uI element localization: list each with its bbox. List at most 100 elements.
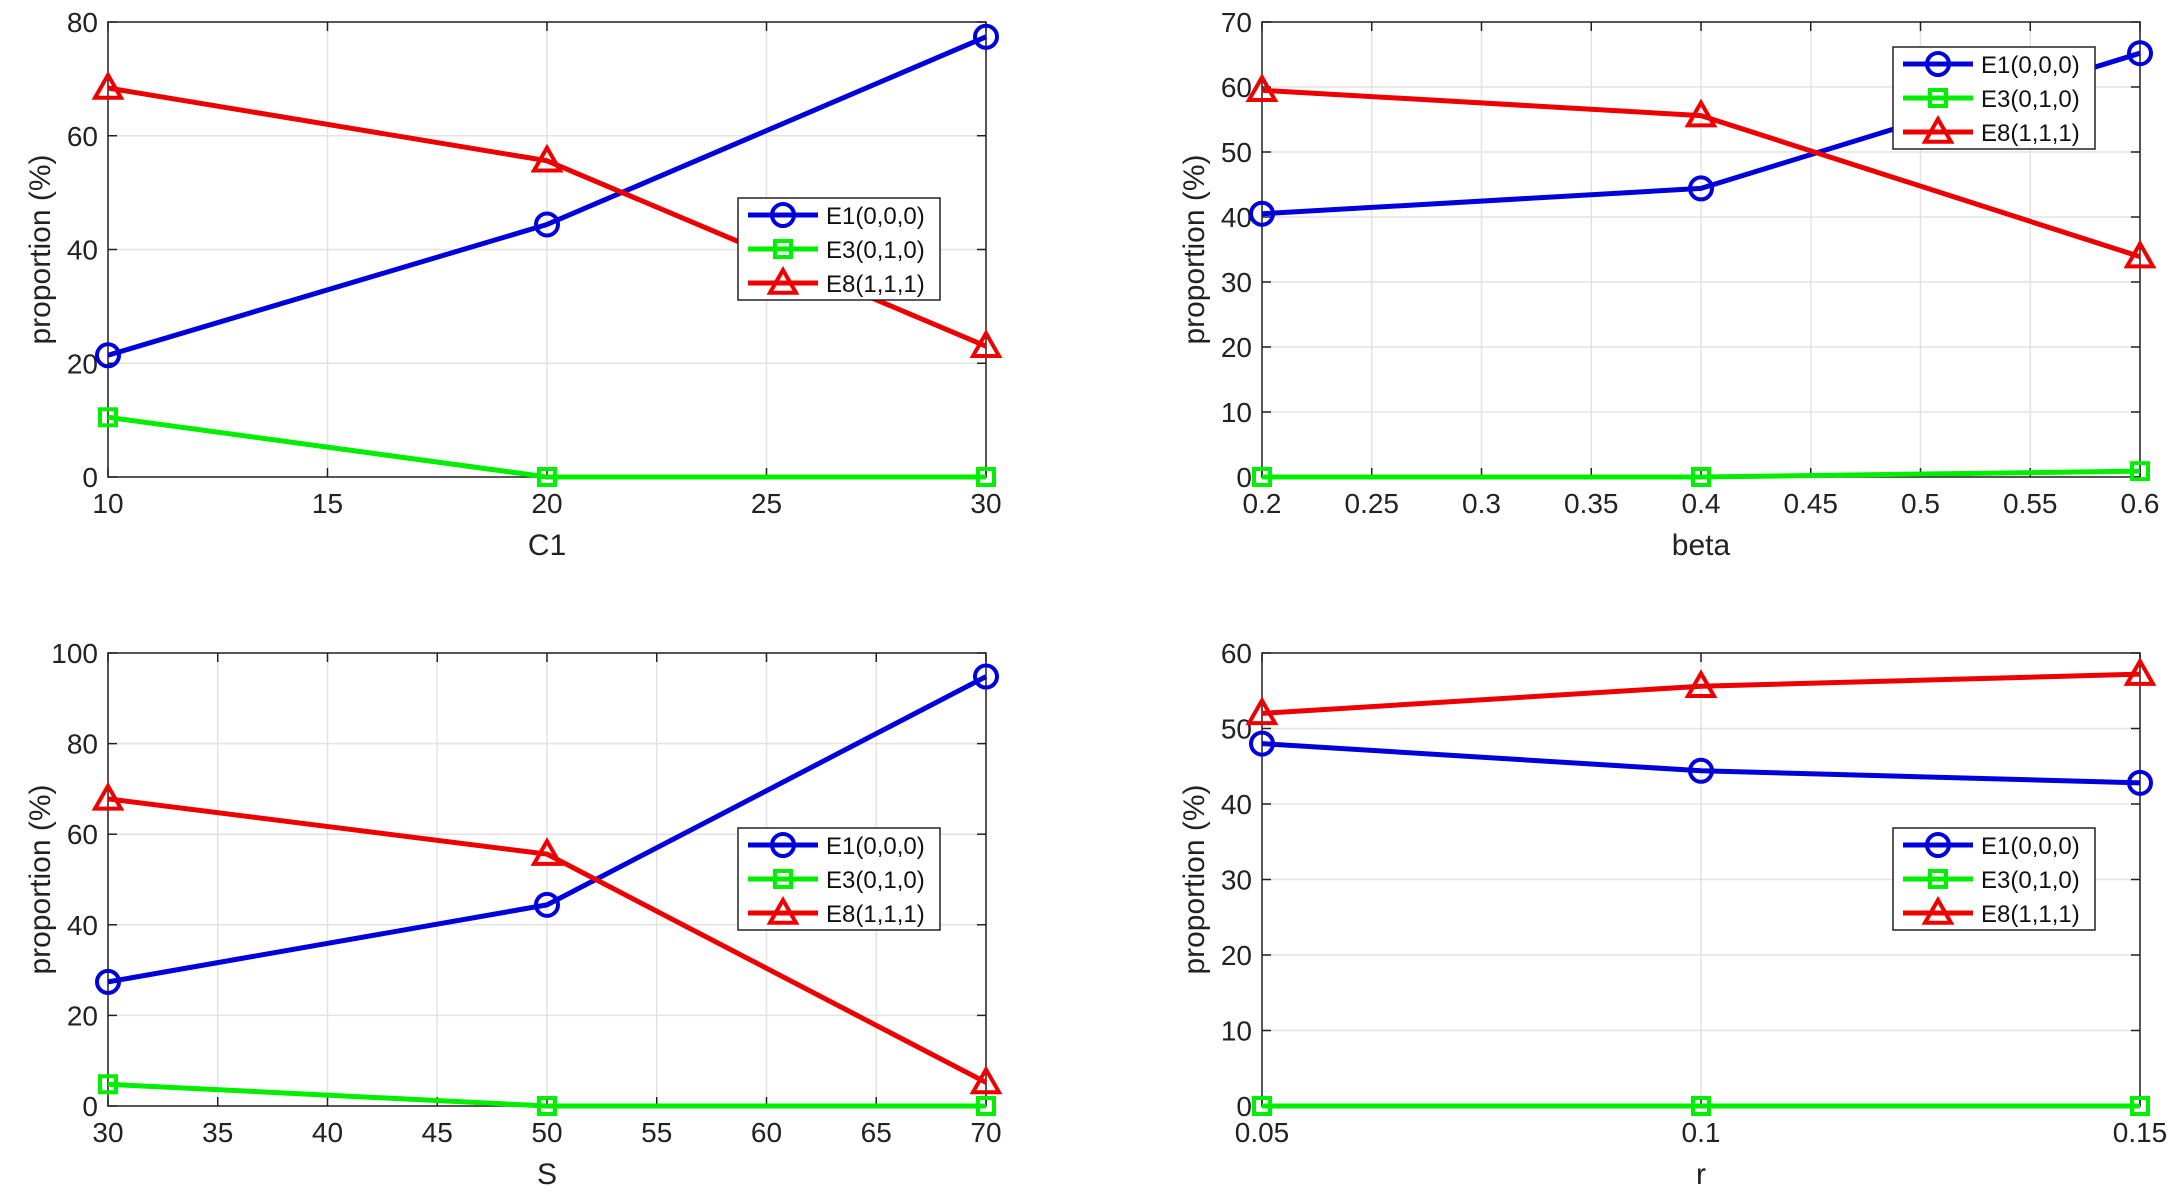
- data-point-e1: [2127, 40, 2153, 67]
- legend-marker-e8: [766, 895, 800, 925]
- legend-marker-e8: [1921, 114, 1955, 144]
- chart-beta: 0.2 0.25 0.3 0.35 0.4 0.45 0.5 0.55 0.6 0 10 20 30 40…: [1178, 7, 2159, 562]
- y-tick-label: 0: [1236, 462, 1252, 493]
- data-point-e8: [969, 329, 1003, 358]
- data-point-e8: [530, 837, 564, 866]
- y-tick-label: 50: [1221, 137, 1252, 168]
- y-tick-label: 60: [1221, 72, 1252, 103]
- data-point-e3: [976, 467, 996, 487]
- series-line-e1: [107, 674, 988, 985]
- series-line-e1: [1261, 741, 2141, 786]
- legend-marker-e3: [1928, 88, 1948, 108]
- y-tick-label: 20: [67, 348, 98, 379]
- x-tick-label: 25: [751, 488, 782, 519]
- x-tick-label: 30: [970, 488, 1001, 519]
- legend-label-e1: E1(0,0,0): [826, 833, 925, 860]
- series-line-e8: [1261, 671, 2141, 716]
- chart-c1: 10 15 20 25 30 0 20 40 60 80 C1 proportion (%) E1(0,…: [24, 7, 1003, 562]
- data-point-e3: [98, 1074, 118, 1095]
- y-tick-label: 0: [1236, 1091, 1252, 1122]
- series-line-e3: [107, 1081, 986, 1109]
- y-tick-label: 40: [67, 910, 98, 941]
- y-tick-label: 60: [1221, 638, 1252, 669]
- data-point-e3: [1691, 467, 1711, 487]
- data-point-e8: [969, 1065, 1003, 1095]
- data-point-e8: [2123, 239, 2157, 269]
- legend-label-e3: E3(0,1,0): [826, 237, 925, 264]
- legend-label-e1: E1(0,0,0): [1981, 833, 2080, 860]
- x-tick-label: 30: [92, 1117, 123, 1148]
- y-axis-label: proportion (%): [1178, 154, 1211, 344]
- y-tick-label: 10: [1221, 1016, 1252, 1047]
- series-line-e3: [1262, 468, 2141, 480]
- y-tick-label: 30: [1221, 267, 1252, 298]
- x-axis-label: r: [1696, 1158, 1706, 1191]
- data-point-e8: [91, 70, 125, 100]
- x-tick-label: 0.05: [1235, 1117, 1290, 1148]
- legend-marker-e1: [770, 202, 796, 228]
- x-tick-label: 0.45: [1784, 488, 1839, 519]
- series-line-e3: [107, 414, 986, 480]
- legend-marker-e1: [1925, 51, 1951, 77]
- data-point-e1: [973, 23, 999, 50]
- x-tick-label: 15: [312, 488, 343, 519]
- y-tick-label: 20: [1221, 940, 1252, 971]
- x-tick-label: 35: [202, 1117, 233, 1148]
- data-point-e3: [1252, 1096, 1272, 1116]
- x-axis-label: C1: [528, 529, 566, 562]
- y-axis-label: proportion (%): [24, 784, 57, 974]
- legend-label-e3: E3(0,1,0): [826, 867, 925, 894]
- y-tick-label: 40: [1221, 789, 1252, 820]
- legend-marker-e8: [1921, 895, 1955, 925]
- data-point-e8: [1245, 696, 1279, 726]
- y-tick-label: 10: [1221, 397, 1252, 428]
- x-tick-label: 0.4: [1682, 488, 1721, 519]
- x-tick-label: 0.2: [1243, 488, 1282, 519]
- x-tick-label: 0.15: [2113, 1117, 2168, 1148]
- y-axis-label: proportion (%): [24, 154, 57, 344]
- x-tick-label: 0.1: [1682, 1117, 1721, 1148]
- series-line-e8: [107, 796, 988, 1085]
- legend-label-e3: E3(0,1,0): [1981, 867, 2080, 894]
- legend-marker-e1: [1925, 832, 1951, 858]
- legend-marker-e1: [770, 832, 796, 858]
- y-axis-label: proportion (%): [1178, 784, 1211, 974]
- data-point-e3: [2130, 461, 2150, 482]
- legend-marker-e3: [773, 869, 793, 889]
- legend-label-e1: E1(0,0,0): [826, 203, 925, 230]
- data-point-e3: [976, 1096, 996, 1116]
- x-axis-label: beta: [1672, 529, 1731, 562]
- data-point-e3: [537, 1096, 557, 1116]
- legend-label-e3: E3(0,1,0): [1981, 86, 2080, 113]
- x-tick-label: 0.25: [1345, 488, 1400, 519]
- y-tick-label: 60: [67, 121, 98, 152]
- x-tick-label: 20: [531, 488, 562, 519]
- legend-marker-e3: [1928, 869, 1948, 889]
- legend-label-e8: E8(1,1,1): [826, 901, 925, 928]
- x-tick-label: 40: [312, 1117, 343, 1148]
- y-tick-label: 40: [1221, 202, 1252, 233]
- data-point-e3: [1252, 467, 1272, 487]
- chart-r: 0.05 0.1 0.15 0 10 20 30 40 50 60 r proportion (%) E…: [1178, 638, 2167, 1191]
- y-tick-label: 0: [82, 462, 98, 493]
- data-point-e8: [1684, 98, 1718, 128]
- data-point-e3: [1691, 1096, 1711, 1116]
- y-tick-label: 80: [67, 7, 98, 38]
- y-tick-label: 0: [82, 1091, 98, 1122]
- x-tick-label: 0.3: [1462, 488, 1501, 519]
- x-axis-label: S: [537, 1158, 557, 1191]
- x-tick-label: 50: [531, 1117, 562, 1148]
- legend: E1(0,0,0) E3(0,1,0) E8(1,1,1): [737, 827, 941, 931]
- legend: E1(0,0,0) E3(0,1,0) E8(1,1,1): [1892, 827, 2096, 931]
- data-point-e8: [91, 781, 125, 811]
- data-point-e1: [1249, 730, 1275, 757]
- y-tick-label: 30: [1221, 865, 1252, 896]
- data-point-e3: [2130, 1096, 2150, 1116]
- legend: E1(0,0,0) E3(0,1,0) E8(1,1,1): [1892, 46, 2096, 150]
- y-tick-label: 60: [67, 819, 98, 850]
- legend: E1(0,0,0) E3(0,1,0) E8(1,1,1): [737, 197, 941, 301]
- legend-label-e8: E8(1,1,1): [1981, 901, 2080, 928]
- y-tick-label: 20: [1221, 332, 1252, 363]
- legend-label-e8: E8(1,1,1): [826, 271, 925, 298]
